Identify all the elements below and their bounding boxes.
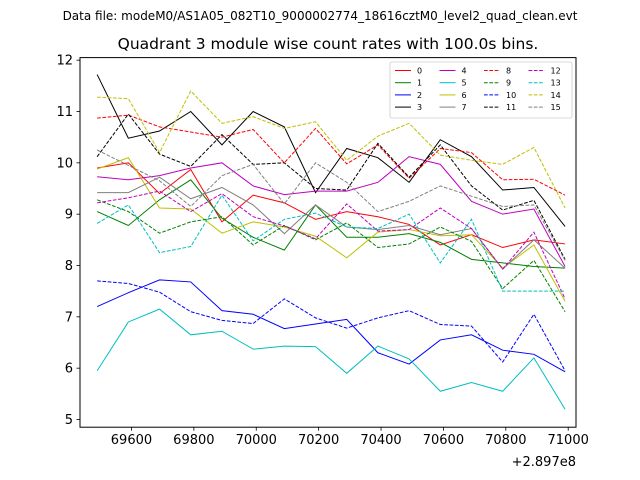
series-line-0 (97, 162, 566, 249)
x-tick-label: 70000 (236, 433, 277, 448)
legend-label-3: 3 (417, 103, 422, 112)
y-tick-label: 12 (56, 54, 73, 69)
x-tick-label: 70200 (298, 433, 339, 448)
legend-box (389, 61, 573, 119)
series-line-8 (97, 114, 566, 196)
legend-label-0: 0 (417, 67, 422, 76)
x-tick-label: 69600 (111, 433, 152, 448)
legend-label-13: 13 (551, 79, 561, 88)
legend-label-14: 14 (551, 91, 561, 100)
x-offset-label: +2.897e8 (512, 455, 576, 470)
legend-label-1: 1 (417, 79, 422, 88)
series-line-11 (96, 113, 566, 260)
series-line-10 (97, 280, 566, 371)
y-tick-label: 8 (65, 259, 73, 274)
x-tick-label: 71000 (548, 433, 589, 448)
x-tick-label: 70400 (360, 433, 401, 448)
legend-label-7: 7 (462, 103, 467, 112)
series-line-15 (96, 149, 566, 261)
series-line-14 (97, 90, 566, 209)
series-line-4 (97, 156, 566, 267)
series-line-2 (96, 279, 566, 373)
legend-label-2: 2 (417, 91, 422, 100)
series-line-9 (96, 199, 566, 312)
y-tick-label: 5 (65, 413, 73, 428)
y-tick-label: 6 (65, 362, 73, 377)
axes: 69600 69800 70000 70200 70400 70600 70800 71000… (56, 54, 588, 449)
legend-label-11: 11 (506, 103, 516, 112)
series-line-1 (96, 179, 566, 269)
series-line-13 (96, 194, 566, 292)
series-lines (96, 74, 566, 410)
chart-suptitle: Data file: modeM0/AS1A05_082T10_90000027… (63, 9, 578, 23)
legend-label-6: 6 (462, 91, 467, 100)
legend-label-4: 4 (462, 67, 467, 76)
chart-title: Quadrant 3 module wise count rates with … (118, 35, 539, 53)
x-tick-label: 69800 (173, 433, 214, 448)
series-line-6 (96, 157, 566, 302)
x-tick-label: 70600 (423, 433, 464, 448)
plot-frame (79, 57, 577, 428)
y-tick-label: 9 (65, 208, 73, 223)
y-tick-label: 7 (65, 310, 73, 325)
series-line-5 (96, 308, 566, 410)
y-tick-label: 11 (56, 105, 73, 120)
y-tick-label: 10 (56, 156, 73, 171)
legend-label-15: 15 (551, 103, 561, 112)
legend-label-9: 9 (506, 79, 511, 88)
series-line-12 (97, 190, 566, 300)
legend-label-10: 10 (506, 91, 516, 100)
legend-label-5: 5 (462, 79, 467, 88)
legend-label-12: 12 (551, 67, 561, 76)
legend-label-8: 8 (506, 67, 511, 76)
x-tick-label: 70800 (485, 433, 526, 448)
